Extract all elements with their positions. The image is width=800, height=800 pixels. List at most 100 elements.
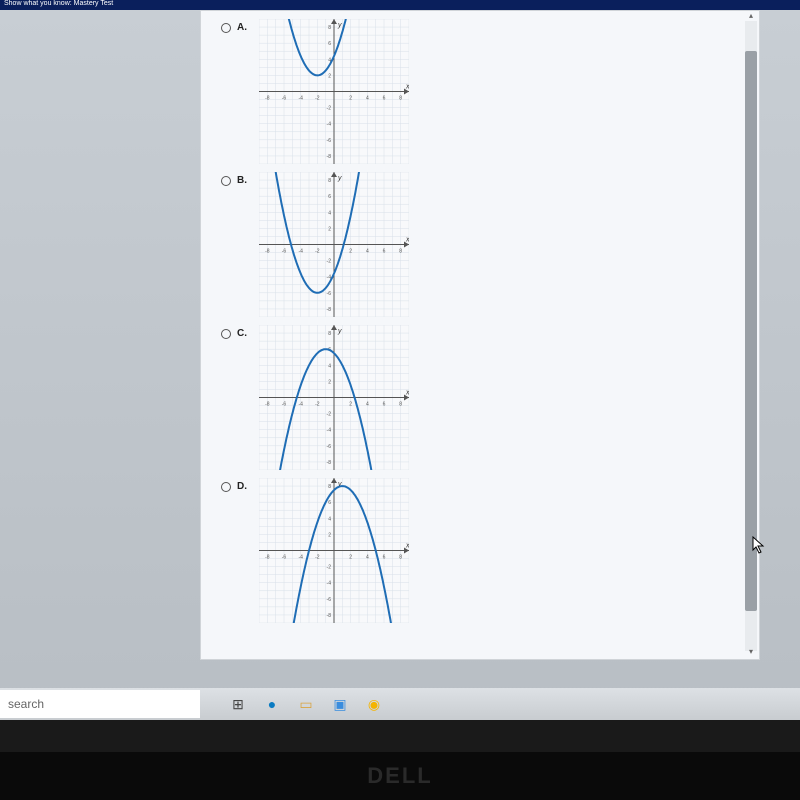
svg-text:2: 2 — [328, 379, 331, 385]
file-explorer-icon[interactable]: ▭ — [292, 690, 320, 718]
chrome-icon[interactable]: ◉ — [360, 690, 388, 718]
svg-text:-2: -2 — [327, 565, 332, 571]
option-row-C: C.-8-6-4-22468-8-6-4-22468xy — [221, 325, 759, 470]
svg-text:-2: -2 — [315, 555, 320, 561]
svg-text:4: 4 — [328, 210, 331, 216]
svg-text:2: 2 — [349, 402, 352, 408]
svg-text:-2: -2 — [327, 412, 332, 418]
option-label: D. — [237, 481, 251, 492]
dell-logo: DELL — [367, 763, 432, 789]
svg-text:6: 6 — [328, 194, 331, 200]
svg-text:-8: -8 — [265, 96, 270, 102]
svg-text:6: 6 — [328, 41, 331, 47]
graph-B: -8-6-4-22468-8-6-4-22468xy — [259, 172, 409, 317]
svg-text:8: 8 — [328, 331, 331, 337]
svg-text:x: x — [405, 543, 409, 550]
svg-text:-2: -2 — [315, 402, 320, 408]
svg-text:4: 4 — [366, 96, 369, 102]
svg-text:-2: -2 — [327, 259, 332, 265]
svg-text:-8: -8 — [265, 555, 270, 561]
graph-D: -8-6-4-22468-8-6-4-22468xy — [259, 478, 409, 623]
radio-B[interactable] — [221, 176, 231, 186]
svg-text:4: 4 — [328, 363, 331, 369]
svg-text:8: 8 — [399, 249, 402, 255]
svg-text:6: 6 — [328, 500, 331, 506]
svg-text:-4: -4 — [327, 581, 332, 587]
svg-text:x: x — [405, 84, 409, 91]
svg-text:8: 8 — [399, 555, 402, 561]
svg-text:-6: -6 — [282, 249, 287, 255]
svg-text:-8: -8 — [265, 249, 270, 255]
svg-text:4: 4 — [366, 555, 369, 561]
radio-C[interactable] — [221, 329, 231, 339]
svg-text:-8: -8 — [327, 460, 332, 466]
radio-D[interactable] — [221, 482, 231, 492]
taskbar-icons: ⊞●▭▣◉ — [224, 690, 388, 718]
svg-text:2: 2 — [328, 226, 331, 232]
svg-text:-8: -8 — [327, 307, 332, 313]
svg-text:-2: -2 — [315, 249, 320, 255]
svg-text:y: y — [337, 328, 342, 335]
svg-text:-6: -6 — [327, 291, 332, 297]
svg-text:x: x — [405, 390, 409, 397]
svg-text:-2: -2 — [327, 106, 332, 112]
taskbar-search[interactable]: search — [0, 690, 200, 718]
graph-C: -8-6-4-22468-8-6-4-22468xy — [259, 325, 409, 470]
option-label: B. — [237, 175, 251, 186]
svg-text:8: 8 — [399, 96, 402, 102]
svg-text:2: 2 — [328, 532, 331, 538]
svg-text:8: 8 — [328, 178, 331, 184]
window-titlebar: Show what you know: Mastery Test — [0, 0, 800, 10]
svg-text:y: y — [337, 175, 342, 182]
edge-icon[interactable]: ● — [258, 690, 286, 718]
svg-text:6: 6 — [383, 96, 386, 102]
desktop-screen: Show what you know: Mastery Test A. -8 -6 -… — [0, 0, 800, 720]
svg-text:-4: -4 — [298, 555, 303, 561]
laptop-bezel: DELL — [0, 752, 800, 800]
svg-text:-8: -8 — [327, 154, 332, 160]
options-list: A.-8-6-4-22468-8-6-4-22468xyB.-8-6-4-224… — [201, 11, 759, 623]
svg-text:4: 4 — [366, 402, 369, 408]
svg-text:-6: -6 — [327, 444, 332, 450]
svg-text:6: 6 — [383, 555, 386, 561]
option-label: A. — [237, 22, 251, 33]
svg-text:-4: -4 — [298, 402, 303, 408]
svg-text:6: 6 — [383, 402, 386, 408]
option-row-A: A.-8-6-4-22468-8-6-4-22468xy — [221, 19, 759, 164]
svg-text:-4: -4 — [298, 96, 303, 102]
svg-text:x: x — [405, 237, 409, 244]
svg-text:-4: -4 — [298, 249, 303, 255]
radio-A[interactable] — [221, 23, 231, 33]
svg-text:-8: -8 — [265, 402, 270, 408]
option-row-D: D.-8-6-4-22468-8-6-4-22468xy — [221, 478, 759, 623]
svg-text:8: 8 — [328, 25, 331, 31]
option-row-B: B.-8-6-4-22468-8-6-4-22468xy — [221, 172, 759, 317]
svg-text:-6: -6 — [282, 402, 287, 408]
task-view-icon[interactable]: ⊞ — [224, 690, 252, 718]
svg-text:4: 4 — [328, 516, 331, 522]
svg-text:-8: -8 — [327, 613, 332, 619]
svg-text:-4: -4 — [327, 122, 332, 128]
svg-text:2: 2 — [349, 555, 352, 561]
vertical-scrollbar[interactable] — [745, 21, 757, 651]
svg-text:-2: -2 — [315, 96, 320, 102]
svg-text:-6: -6 — [327, 138, 332, 144]
svg-text:-6: -6 — [327, 597, 332, 603]
scroll-up-arrow[interactable]: ▴ — [745, 11, 757, 21]
svg-text:-4: -4 — [327, 428, 332, 434]
windows-taskbar: search ⊞●▭▣◉ — [0, 688, 800, 720]
svg-text:-6: -6 — [282, 555, 287, 561]
svg-text:-6: -6 — [282, 96, 287, 102]
option-label: C. — [237, 328, 251, 339]
svg-text:8: 8 — [328, 484, 331, 490]
svg-text:8: 8 — [399, 402, 402, 408]
svg-text:y: y — [337, 22, 342, 29]
scroll-down-arrow[interactable]: ▾ — [745, 647, 757, 657]
graph-A: -8-6-4-22468-8-6-4-22468xy — [259, 19, 409, 164]
svg-text:6: 6 — [383, 249, 386, 255]
svg-text:2: 2 — [328, 73, 331, 79]
svg-text:4: 4 — [366, 249, 369, 255]
quiz-content-panel: A.-8-6-4-22468-8-6-4-22468xyB.-8-6-4-224… — [200, 10, 760, 660]
store-icon[interactable]: ▣ — [326, 690, 354, 718]
scrollbar-thumb[interactable] — [745, 51, 757, 611]
